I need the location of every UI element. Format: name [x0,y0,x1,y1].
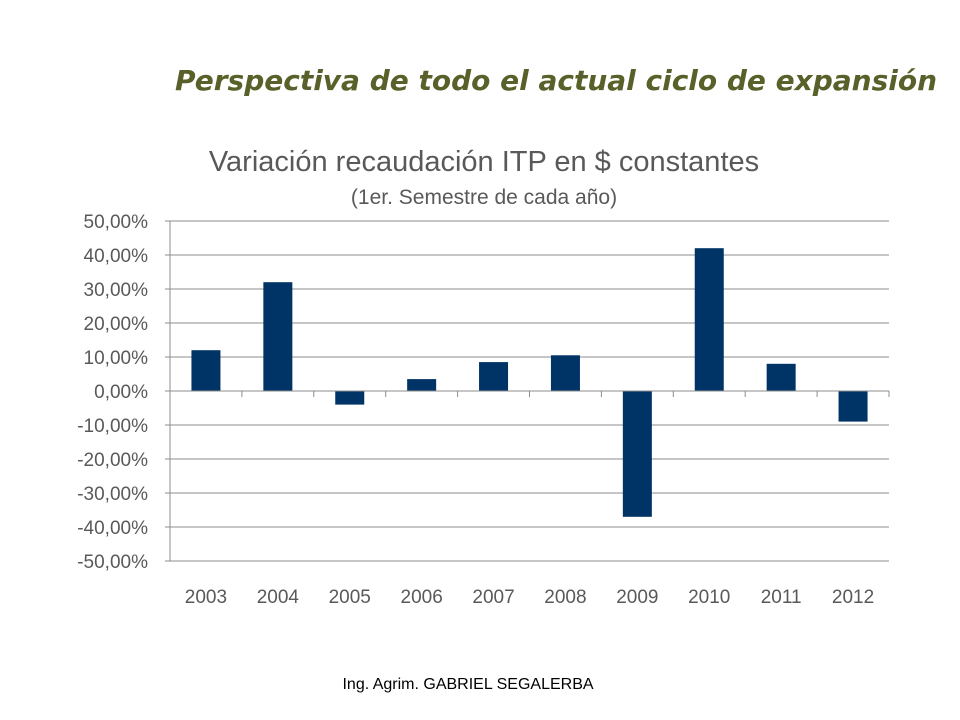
y-tick-label: 50,00% [84,212,149,233]
y-tick-label: 0,00% [94,382,148,403]
x-tick-label: 2004 [257,587,300,608]
y-tick-label: -40,00% [77,518,148,539]
bar-2010 [694,248,724,391]
bar-chart: Variación recaudación ITP en $ constante… [77,146,890,608]
bar-2011 [766,363,796,391]
y-tick-label: -20,00% [77,450,148,471]
footer-author: Ing. Agrim. GABRIEL SEGALERBA [342,676,594,693]
y-tick-labels: 50,00% 40,00% 30,00% 20,00% 10,00% 0,00% -10,0… [77,212,148,573]
chart-title: Variación recaudación ITP en $ constante… [209,146,759,178]
axes [165,220,890,562]
x-tick-label: 2005 [329,587,371,608]
y-tick-label: 30,00% [84,280,149,301]
bar-2003 [191,350,221,391]
bar-2004 [263,282,293,391]
y-tick-label: 20,00% [84,314,149,335]
y-tick-label: -30,00% [77,484,148,505]
x-tick-label: 2008 [544,587,586,608]
x-tick-label: 2006 [401,587,443,608]
bar-2009 [622,391,652,517]
bar-2006 [407,379,437,391]
x-tick-label: 2007 [472,587,514,608]
y-tick-label: -50,00% [77,552,148,573]
x-tick-label: 2009 [616,587,658,608]
bar-2008 [550,355,580,391]
bar-2012 [838,391,868,422]
slide-title: Perspectiva de todo el actual ciclo de e… [174,64,938,97]
chart-subtitle: (1er. Semestre de cada año) [351,186,617,209]
y-tick-label: 10,00% [84,348,149,369]
x-tick-label: 2010 [688,587,730,608]
bar-2007 [479,362,509,391]
x-tick-label: 2011 [761,587,802,608]
bar-2005 [335,391,365,405]
y-tick-label: -10,00% [77,416,148,437]
y-tick-label: 40,00% [84,246,149,267]
x-tick-labels: 2003 2004 2005 2006 2007 2008 2009 2010 2011 2012 [185,587,874,608]
x-tick-label: 2003 [185,587,227,608]
bar-series [191,248,868,517]
x-tick-label: 2012 [832,587,874,608]
